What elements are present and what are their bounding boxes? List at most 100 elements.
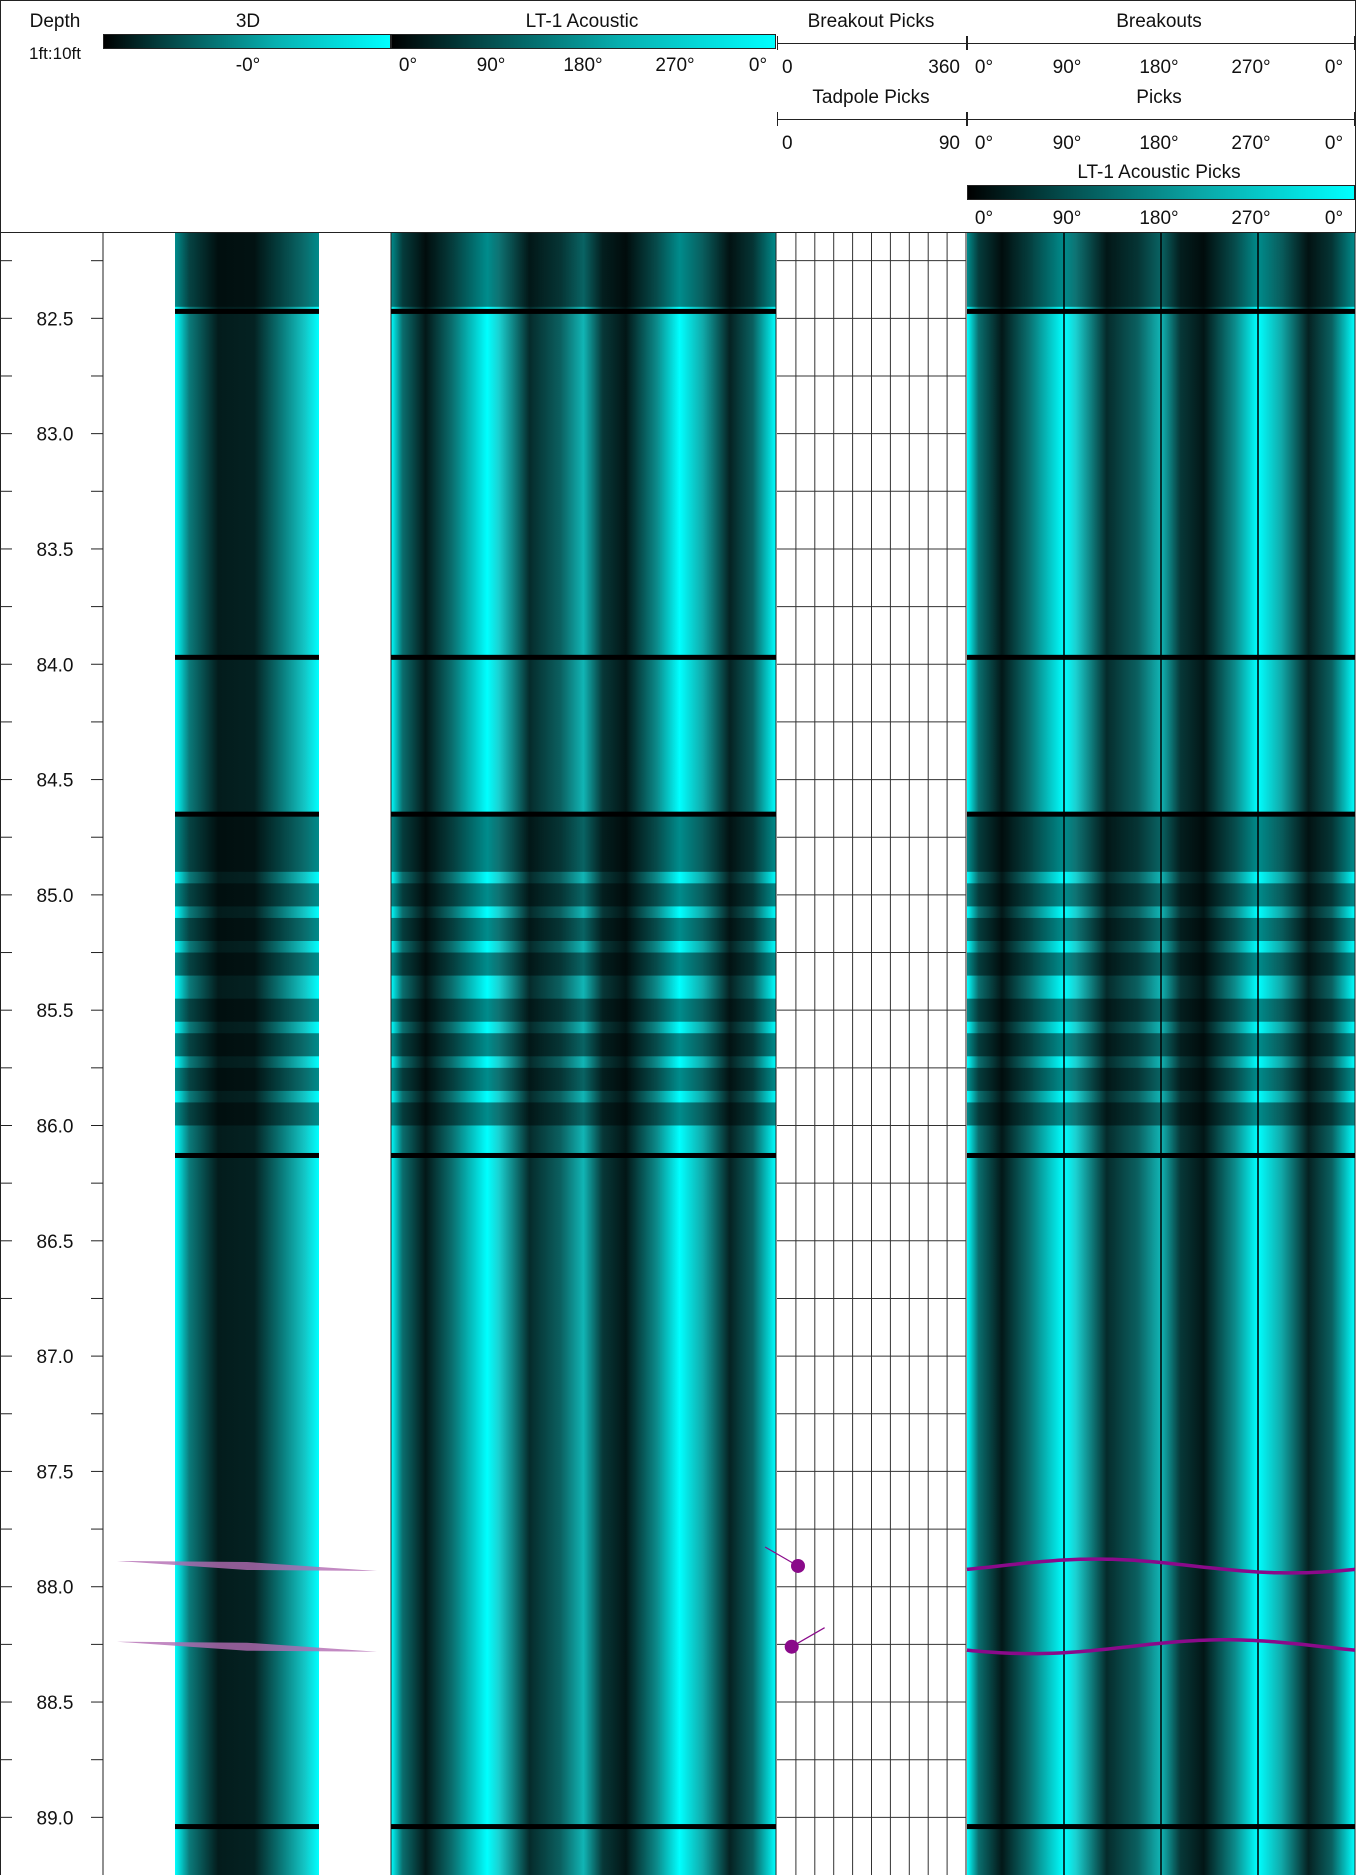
breakout-picks-scale-cap [777, 36, 778, 50]
track-3d-image [175, 233, 319, 1875]
dark-band [175, 917, 319, 941]
breakouts-tick-label: 270° [1231, 57, 1271, 78]
casing-joint [391, 654, 776, 660]
lt1-picks-tick-label: 0° [974, 208, 994, 229]
casing-joint [391, 811, 776, 817]
breakout-picks-title: Breakout Picks [807, 11, 935, 32]
depth-tick-label: 87.5 [37, 1462, 74, 1483]
depth-tick-label: 84.0 [37, 655, 74, 676]
breakouts-tick-label: 0° [1324, 57, 1344, 78]
track-3d-title: 3D [235, 11, 261, 32]
dark-band [391, 1033, 776, 1057]
breakout-picks-min: 0 [782, 57, 793, 78]
lt1-tick-label: 180° [563, 55, 603, 76]
depth-tick-label: 86.0 [37, 1116, 74, 1137]
tadpole-picks-max: 90 [938, 133, 960, 154]
sinusoid-pick [966, 1557, 1356, 1575]
breakouts-title: Breakouts [1116, 11, 1202, 32]
sinusoid-pick [966, 1638, 1356, 1656]
depth-tick-label: 87.0 [37, 1347, 74, 1368]
casing-joint [967, 1824, 1355, 1830]
picks-tick-label: 270° [1231, 133, 1271, 154]
tadpole-picks-scale-cap [777, 112, 778, 126]
dark-band [175, 1102, 319, 1126]
lt1-picks-tick-label: 180° [1139, 208, 1179, 229]
casing-joint [175, 654, 319, 660]
lt1-tick-label: 0° [748, 55, 768, 76]
depth-title: Depth [29, 11, 81, 32]
breakouts-tick-label: 180° [1139, 57, 1179, 78]
picks-tick-label: 0° [1324, 133, 1344, 154]
depth-tick-label: 85.5 [37, 1001, 74, 1022]
depth-tick-label: 85.0 [37, 886, 74, 907]
casing-joint [175, 308, 319, 314]
depth-tick-label: 83.0 [37, 425, 74, 446]
track-3d-color-scale [103, 34, 391, 49]
dark-band [391, 883, 776, 907]
dark-band [391, 233, 776, 307]
picks-scale-cap [967, 112, 968, 126]
casing-joint [391, 1152, 776, 1158]
lt1-picks-tick-label: 90° [1052, 208, 1082, 229]
tadpole-picks-min: 0 [782, 133, 793, 154]
depth-tick-label: 84.5 [37, 771, 74, 792]
casing-joint [967, 308, 1355, 314]
depth-tick-label: 88.0 [37, 1578, 74, 1599]
dark-band [175, 233, 319, 307]
header-top-rule [0, 0, 1356, 1]
dark-band [175, 883, 319, 907]
header-bottom-rule [0, 232, 1356, 233]
dark-band [391, 816, 776, 872]
lt1-picks-tick-label: 0° [1324, 208, 1344, 229]
depth-tick-label: 89.0 [37, 1808, 74, 1829]
lt1-picks-tick-label: 270° [1231, 208, 1271, 229]
dark-band [175, 1067, 319, 1091]
picks-scale-rule [967, 119, 1355, 120]
casing-joint [175, 1824, 319, 1830]
lt1-acoustic-title: LT-1 Acoustic [525, 11, 639, 32]
picks-scale-cap [1354, 112, 1355, 126]
casing-joint [175, 811, 319, 817]
breakout-picks-scale-rule [777, 43, 967, 44]
dark-band [391, 998, 776, 1022]
dark-band [175, 998, 319, 1022]
lt1-tick-label: 270° [655, 55, 695, 76]
dark-band [391, 1102, 776, 1126]
breakouts-tick-label: 90° [1052, 57, 1082, 78]
dark-band [175, 816, 319, 872]
lt1-tick-label: 90° [476, 55, 506, 76]
track-3d-scale-label: -0° [235, 55, 261, 76]
casing-joint [175, 1152, 319, 1158]
tadpole-head [784, 1639, 799, 1654]
tadpole-picks-scale-cap [966, 112, 967, 126]
breakouts-scale-rule [967, 43, 1355, 44]
lt1-acoustic-color-scale [391, 34, 776, 49]
tadpole-head [791, 1558, 805, 1573]
lt1-acoustic-image [391, 233, 776, 1875]
dark-band [391, 952, 776, 976]
plane-3d [117, 1641, 377, 1652]
depth-tick-label: 88.5 [37, 1693, 74, 1714]
casing-joint [967, 811, 1355, 817]
breakout-picks-scale-cap [966, 36, 967, 50]
picks-tick-label: 0° [974, 133, 994, 154]
picks-tick-label: 180° [1139, 133, 1179, 154]
casing-joint [391, 1824, 776, 1830]
header-left-rule [0, 0, 1, 232]
dark-band [391, 917, 776, 941]
tadpole-picks-title: Tadpole Picks [812, 87, 930, 108]
plane-3d [117, 1560, 377, 1571]
lt1-tick-label: 0° [398, 55, 418, 76]
depth-tick-label: 82.5 [37, 309, 74, 330]
picks-tick-label: 90° [1052, 133, 1082, 154]
breakouts-scale-cap [1354, 36, 1355, 50]
casing-joint [967, 1152, 1355, 1158]
dark-band [391, 1067, 776, 1091]
casing-joint [391, 308, 776, 314]
casing-joint [967, 654, 1355, 660]
dark-band [175, 1033, 319, 1057]
lt1-acoustic-picks-color-scale [967, 185, 1355, 200]
picks-title: Picks [1136, 87, 1182, 108]
